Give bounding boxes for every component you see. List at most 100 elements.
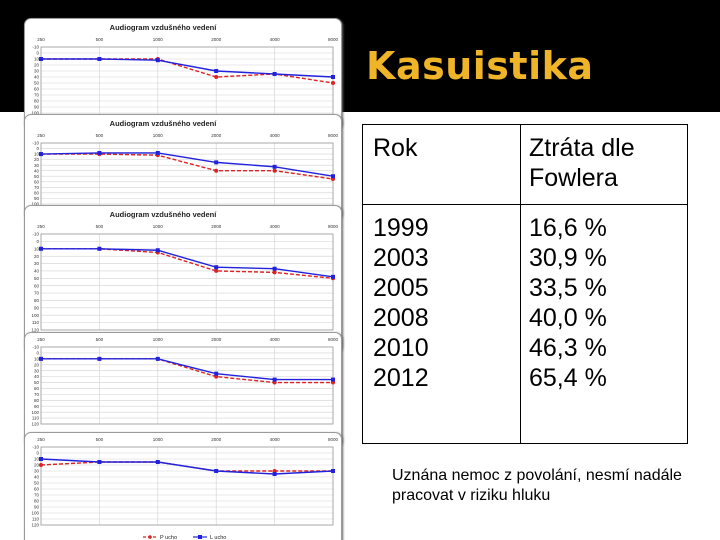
y-tick-label: 20 bbox=[34, 254, 40, 259]
year-value: 2003 bbox=[373, 244, 429, 272]
y-tick-label: 50 bbox=[34, 276, 40, 281]
series-line-left-ear bbox=[41, 248, 334, 278]
data-point bbox=[331, 174, 335, 179]
plot-frame bbox=[40, 233, 334, 331]
y-tick-label: 120 bbox=[31, 422, 39, 427]
x-tick-label: 8000 bbox=[328, 133, 339, 138]
y-tick-label: 0 bbox=[36, 351, 39, 356]
audiogram-chart-5: 250 500 1000 2000 4000 8000 -10 0 10 20 30 40 50 60 70… bbox=[24, 432, 342, 540]
data-point bbox=[331, 274, 335, 279]
x-tick-label: 250 bbox=[37, 337, 45, 342]
data-point bbox=[97, 246, 102, 251]
data-point bbox=[214, 75, 219, 79]
x-tick-label: 2000 bbox=[211, 337, 222, 342]
data-point bbox=[272, 266, 277, 271]
y-tick-label: 50 bbox=[34, 481, 40, 486]
x-tick-label: 8000 bbox=[328, 37, 339, 42]
y-tick-label: -10 bbox=[32, 141, 39, 146]
loss-value: 65,4 % bbox=[529, 364, 607, 392]
x-tick-label: 2000 bbox=[211, 224, 222, 229]
y-tick-label: -10 bbox=[32, 345, 39, 350]
data-point bbox=[214, 268, 219, 273]
data-point bbox=[155, 58, 160, 63]
series-line-left-ear bbox=[41, 358, 333, 381]
y-tick-label: 60 bbox=[34, 87, 40, 92]
slide-title: Kasuistika bbox=[366, 44, 594, 88]
y-tick-label: 30 bbox=[34, 261, 40, 266]
data-point bbox=[39, 356, 43, 361]
y-tick-label: 0 bbox=[36, 146, 39, 151]
series-line-left-ear bbox=[40, 458, 334, 475]
y-tick-label: 50 bbox=[34, 81, 40, 86]
x-tick-label: 250 bbox=[37, 133, 45, 138]
data-point bbox=[155, 248, 160, 253]
slide-note: Uznána nemoc z povolání, nesmí nadále pr… bbox=[392, 467, 682, 504]
y-tick-label: 100 bbox=[31, 511, 39, 516]
y-tick-label: 40 bbox=[34, 475, 40, 480]
x-tick-label: 2000 bbox=[211, 133, 222, 138]
x-tick-label: 500 bbox=[96, 37, 104, 42]
table-row: 1999 2003 2005 2008 2010 2012 16,6 % 30,… bbox=[362, 204, 688, 444]
data-point bbox=[214, 469, 219, 473]
audiogram-chart-1: Audiogram vzdušného vedení 250 500 1000 2000… bbox=[24, 18, 342, 130]
plot-frame bbox=[40, 446, 334, 526]
data-point bbox=[272, 472, 277, 476]
year-value: 1999 bbox=[373, 214, 429, 242]
data-point bbox=[39, 152, 43, 157]
header-year: Rok bbox=[362, 124, 521, 205]
x-tick-label: 250 bbox=[37, 437, 45, 442]
y-tick-label: 100 bbox=[31, 410, 39, 415]
y-tick-label: 30 bbox=[34, 368, 40, 373]
y-tick-label: 60 bbox=[34, 386, 40, 391]
loss-value: 40,0 % bbox=[529, 304, 607, 332]
audiogram-chart-2: Audiogram vzdušného vedení 250 500 1000 2000… bbox=[24, 114, 342, 220]
y-tick-label: 30 bbox=[34, 163, 40, 168]
y-tick-label: 70 bbox=[34, 493, 40, 498]
chart-title: Audiogram vzdušného vedení bbox=[110, 119, 218, 128]
x-tick-label: 4000 bbox=[270, 224, 281, 229]
data-point bbox=[97, 57, 102, 61]
data-point bbox=[214, 168, 219, 173]
data-point bbox=[155, 150, 160, 155]
x-tick-label: 8000 bbox=[328, 437, 339, 442]
x-tick-label: 4000 bbox=[270, 37, 281, 42]
x-tick-label: 1000 bbox=[153, 224, 164, 229]
x-tick-label: 8000 bbox=[328, 224, 339, 229]
data-point bbox=[97, 150, 102, 155]
y-tick-label: 40 bbox=[34, 75, 40, 80]
series-line-right-ear bbox=[41, 153, 334, 180]
data-point bbox=[155, 356, 160, 361]
year-value: 2008 bbox=[373, 304, 429, 332]
data-point bbox=[39, 463, 43, 467]
y-tick-label: 40 bbox=[34, 374, 40, 379]
data-point bbox=[39, 57, 43, 61]
y-tick-label: 90 bbox=[34, 196, 40, 201]
year-value: 2010 bbox=[373, 334, 429, 362]
y-tick-label: 70 bbox=[34, 93, 40, 98]
table-header-row: Rok Ztráta dle Fowlera bbox=[362, 124, 688, 205]
data-point bbox=[272, 164, 277, 169]
data-point bbox=[331, 75, 335, 79]
data-point bbox=[39, 457, 43, 461]
years-cell: 1999 2003 2005 2008 2010 2012 bbox=[362, 204, 521, 444]
y-tick-label: 70 bbox=[34, 185, 40, 190]
audiogram-stack: Audiogram vzdušného vedení 250 500 1000 2000… bbox=[24, 14, 342, 540]
y-tick-label: -10 bbox=[32, 445, 39, 450]
y-tick-label: 50 bbox=[34, 380, 40, 385]
hearing-loss-table: Rok Ztráta dle Fowlera 1999 2003 2005 20… bbox=[362, 124, 688, 444]
y-tick-label: 50 bbox=[34, 174, 40, 179]
plot-frame bbox=[40, 346, 334, 425]
loss-value: 33,5 % bbox=[529, 274, 607, 302]
y-tick-label: 100 bbox=[31, 202, 39, 207]
y-tick-label: 40 bbox=[34, 168, 40, 173]
data-point bbox=[272, 168, 277, 173]
y-tick-label: 70 bbox=[34, 291, 40, 296]
data-point bbox=[39, 246, 43, 251]
y-tick-label: -10 bbox=[32, 45, 39, 50]
loss-value: 30,9 % bbox=[529, 244, 607, 272]
y-tick-label: 80 bbox=[34, 190, 40, 195]
x-tick-label: 500 bbox=[96, 224, 104, 229]
y-tick-label: 60 bbox=[34, 283, 40, 288]
